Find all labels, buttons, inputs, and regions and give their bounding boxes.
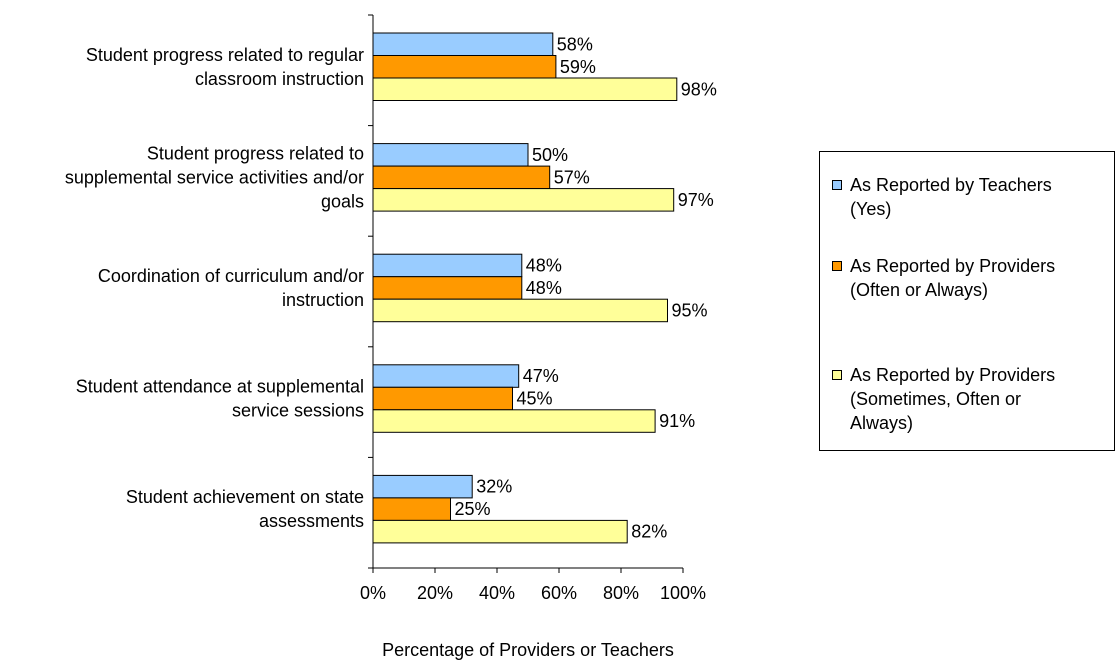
bar-providers-sometimes: [372, 519, 628, 544]
category-label: Coordination of curriculum and/or: [98, 266, 364, 286]
bar-providers-sometimes: [372, 409, 656, 433]
category-label: classroom instruction: [195, 69, 364, 89]
legend-swatch-teachers: [832, 180, 842, 190]
category-label: goals: [321, 191, 364, 211]
data-label: 58%: [557, 34, 593, 54]
data-label: 97%: [678, 190, 714, 210]
category-label: Student progress related to: [147, 143, 364, 163]
legend-label-providers-sometimes: As Reported by Providers (Sometimes, Oft…: [850, 365, 1056, 433]
data-label: 32%: [476, 477, 512, 497]
data-label: 50%: [532, 145, 568, 165]
bar-providers-sometimes: [372, 188, 675, 212]
data-label: 48%: [526, 278, 562, 298]
bar-teachers: [372, 32, 554, 56]
bar-providers-sometimes: [372, 298, 668, 323]
category-label: Student progress related to regular: [86, 45, 364, 65]
x-tick-label: 20%: [417, 583, 453, 603]
data-label: 47%: [523, 366, 559, 386]
chart-legend: As Reported by Teachers (Yes) As Reporte…: [819, 151, 1115, 451]
legend-swatch-providers-often: [832, 261, 842, 271]
data-label: 95%: [672, 300, 708, 320]
bar-providers-often: [372, 497, 451, 521]
category-label: service sessions: [232, 401, 364, 421]
bar-teachers: [372, 364, 520, 388]
data-label: 91%: [659, 411, 695, 431]
bar-providers-often: [372, 165, 551, 190]
category-label: Student achievement on state: [126, 487, 364, 507]
data-label: 48%: [526, 255, 562, 275]
data-label: 98%: [681, 79, 717, 99]
category-label: supplemental service activities and/or: [65, 167, 364, 187]
x-axis-title: Percentage of Providers or Teachers: [382, 640, 674, 660]
category-label: instruction: [282, 290, 364, 310]
data-label: 25%: [455, 499, 491, 519]
x-tick-label: 100%: [660, 583, 706, 603]
bar-teachers: [372, 253, 523, 278]
x-tick-label: 80%: [603, 583, 639, 603]
bar-providers-often: [372, 55, 557, 79]
bar-teachers: [372, 474, 473, 499]
bar-providers-often: [372, 386, 513, 411]
data-label: 59%: [560, 57, 596, 77]
bar-providers-often: [372, 276, 523, 300]
legend-swatch-providers-sometimes: [832, 370, 842, 380]
data-label: 57%: [554, 167, 590, 187]
x-tick-label: 0%: [360, 583, 386, 603]
category-label: assessments: [259, 511, 364, 531]
legend-label-teachers: As Reported by Teachers (Yes): [850, 175, 1052, 219]
bar-teachers: [372, 143, 529, 167]
data-label: 82%: [631, 522, 667, 542]
category-label: Student attendance at supplemental: [76, 377, 364, 397]
legend-label-providers-often: As Reported by Providers (Often or Alway…: [850, 256, 1056, 300]
x-tick-label: 60%: [541, 583, 577, 603]
bar-providers-sometimes: [372, 77, 678, 101]
data-label: 45%: [517, 389, 553, 409]
x-tick-label: 40%: [479, 583, 515, 603]
